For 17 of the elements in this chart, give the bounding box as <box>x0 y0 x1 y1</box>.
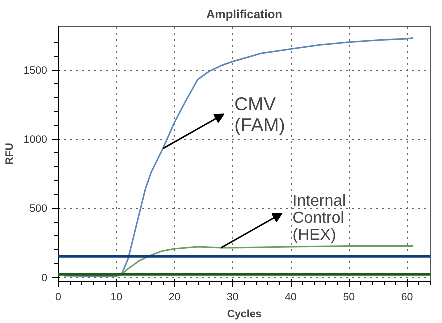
x-tick-label: 0 <box>56 292 62 304</box>
x-axis-title: Cycles <box>227 308 262 320</box>
x-tick-label: 20 <box>168 292 181 304</box>
x-tick-label: 60 <box>401 292 414 304</box>
annotation: Internal Control (HEX) <box>292 192 346 244</box>
x-tick-label: 50 <box>343 292 356 304</box>
chart-title: Amplification <box>206 8 283 22</box>
y-tick-label: 1000 <box>24 134 48 146</box>
x-tick-label: 10 <box>110 292 123 304</box>
x-tick-label: 30 <box>226 292 239 304</box>
y-tick-label: 500 <box>30 203 48 216</box>
y-tick-label: 1500 <box>24 65 48 78</box>
x-tick-label: 40 <box>285 292 297 304</box>
annotation: CMV (FAM) <box>234 94 286 136</box>
y-axis-title: RFU <box>4 142 16 165</box>
y-tick-label: 0 <box>42 272 48 284</box>
line-series <box>64 38 414 278</box>
